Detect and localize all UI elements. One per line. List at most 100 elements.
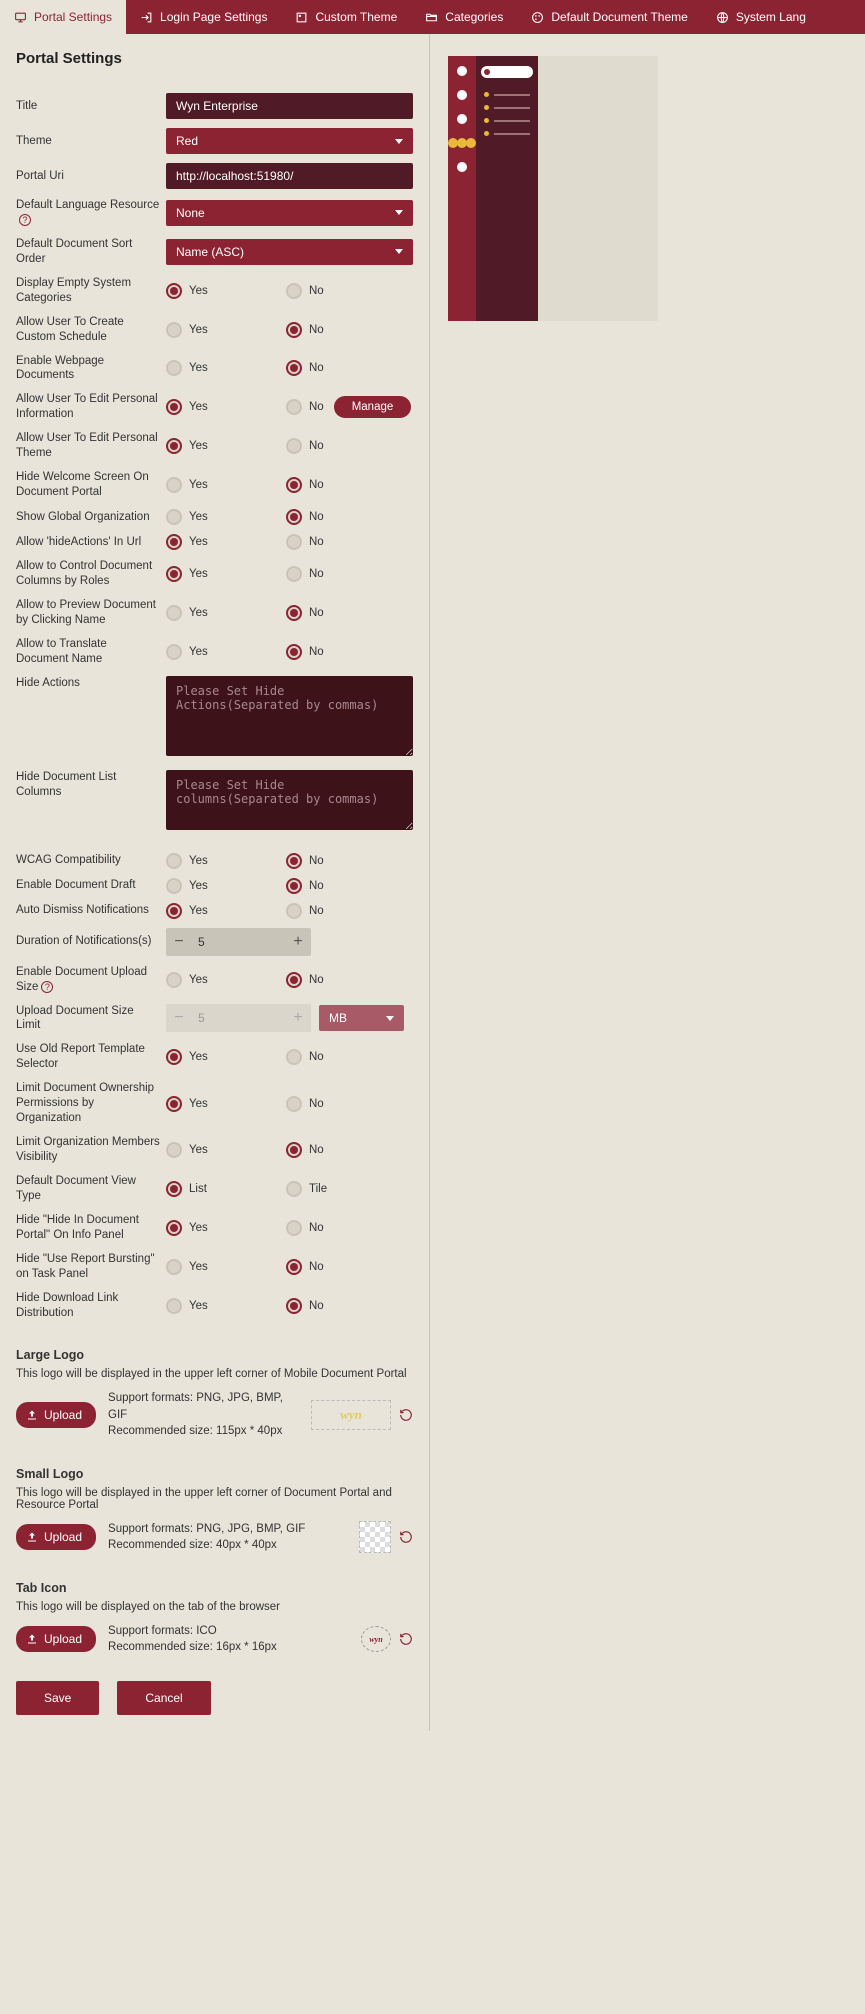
sortorder-select[interactable]: Name (ASC) [166,239,413,265]
radio-viewType-tile[interactable] [286,1181,302,1197]
radio-translate-no[interactable] [286,644,302,660]
radio-webpageDoc-no[interactable] [286,360,302,376]
duration-value: 5 [192,935,285,949]
save-button[interactable]: Save [16,1681,99,1715]
upload-largelogo-button[interactable]: Upload [16,1402,96,1428]
radio-autoDismiss-yes[interactable] [166,903,182,919]
cancel-button[interactable]: Cancel [117,1681,210,1715]
hidecols-textarea[interactable] [166,770,413,830]
title-input[interactable] [166,93,413,119]
radio-limitOwner-no[interactable] [286,1096,302,1112]
radio-globalOrg-no[interactable] [286,509,302,525]
radio-viewType-list[interactable] [166,1181,182,1197]
palette-icon [295,11,308,24]
smalllogo-title: Small Logo [16,1467,413,1481]
radio-previewClick-yes[interactable] [166,605,182,621]
radio-editPersonal-yes[interactable] [166,399,182,415]
radio-globalOrg-yes[interactable] [166,509,182,525]
radio-wcag-yes[interactable] [166,853,182,869]
radio-autoDismiss-no[interactable] [286,903,302,919]
tab-portal-settings[interactable]: Portal Settings [0,0,126,34]
tab-categories[interactable]: Categories [411,0,517,34]
folders-icon [425,11,438,24]
radio-controlCols-no[interactable] [286,566,302,582]
label-title: Title [16,99,166,114]
radio-draft-no[interactable] [286,878,302,894]
label-hidecols: Hide Document List Columns [16,770,166,800]
radio-hideInfo-no[interactable] [286,1220,302,1236]
upload-icon [26,1633,38,1645]
theme-select[interactable]: Red [166,128,413,154]
upload-tabicon-button[interactable]: Upload [16,1626,96,1652]
duration-stepper[interactable]: − 5 + [166,928,311,956]
radio-oldSelector-no[interactable] [286,1049,302,1065]
reset-icon[interactable] [399,1408,413,1422]
radio-hideDownload-no[interactable] [286,1298,302,1314]
radio-hideBursting-yes[interactable] [166,1259,182,1275]
tab-default-document-theme[interactable]: Default Document Theme [517,0,702,34]
radio-uploadsize-no[interactable] [286,972,302,988]
label-draft: Enable Document Draft [16,878,166,893]
upload-icon [26,1409,38,1421]
label-hideDownload: Hide Download Link Distribution [16,1291,166,1321]
tabicon-title: Tab Icon [16,1581,413,1595]
radio-oldSelector-yes[interactable] [166,1049,182,1065]
label-limitOwner: Limit Document Ownership Permissions by … [16,1081,166,1126]
stepper-minus[interactable]: − [166,928,192,956]
label-theme: Theme [16,134,166,149]
uploadlimit-unit-select[interactable]: MB [319,1005,404,1031]
radio-hideActionsUrl-yes[interactable] [166,534,182,550]
reset-icon[interactable] [399,1632,413,1646]
radio-emptyCat-yes[interactable] [166,283,182,299]
tabicon-desc: This logo will be displayed on the tab o… [16,1601,413,1613]
label-translate: Allow to Translate Document Name [16,637,166,667]
radio-customSched-yes[interactable] [166,322,182,338]
radio-hideBursting-no[interactable] [286,1259,302,1275]
radio-editTheme-no[interactable] [286,438,302,454]
paint-icon [531,11,544,24]
radio-hideWelcome-yes[interactable] [166,477,182,493]
chevron-down-icon [395,139,403,144]
stepper-minus: − [166,1004,192,1032]
portaluri-input[interactable] [166,163,413,189]
label-wcag: WCAG Compatibility [16,853,166,868]
radio-translate-yes[interactable] [166,644,182,660]
radio-limitOwner-yes[interactable] [166,1096,182,1112]
radio-editTheme-yes[interactable] [166,438,182,454]
upload-icon [26,1531,38,1543]
radio-editPersonal-no[interactable] [286,399,302,415]
radio-hideWelcome-no[interactable] [286,477,302,493]
radio-hideInfo-yes[interactable] [166,1220,182,1236]
help-icon[interactable]: ? [19,214,31,226]
radio-webpageDoc-yes[interactable] [166,360,182,376]
radio-wcag-no[interactable] [286,853,302,869]
radio-emptyCat-no[interactable] [286,283,302,299]
radio-controlCols-yes[interactable] [166,566,182,582]
tab-custom-theme[interactable]: Custom Theme [281,0,411,34]
defaultlang-select[interactable]: None [166,200,413,226]
help-icon[interactable]: ? [41,981,53,993]
radio-customSched-no[interactable] [286,322,302,338]
stepper-plus[interactable]: + [285,928,311,956]
radio-limitOrgVis-yes[interactable] [166,1142,182,1158]
chevron-down-icon [395,210,403,215]
radio-hideActionsUrl-no[interactable] [286,534,302,550]
upload-smalllogo-button[interactable]: Upload [16,1524,96,1550]
radio-hideDownload-yes[interactable] [166,1298,182,1314]
hideactions-textarea[interactable] [166,676,413,756]
radio-previewClick-no[interactable] [286,605,302,621]
tab-system-lang[interactable]: System Lang [702,0,820,34]
radio-draft-yes[interactable] [166,878,182,894]
label-uploadlimit: Upload Document Size Limit [16,1004,166,1034]
label-editTheme: Allow User To Edit Personal Theme [16,431,166,461]
radio-uploadsize-yes[interactable] [166,972,182,988]
reset-icon[interactable] [399,1530,413,1544]
tab-login-page-settings[interactable]: Login Page Settings [126,0,281,34]
radio-limitOrgVis-no[interactable] [286,1142,302,1158]
uploadlimit-stepper: − 5 + [166,1004,311,1032]
label-hideWelcome: Hide Welcome Screen On Document Portal [16,470,166,500]
tabicon-info: Support formats: ICO Recommended size: 1… [108,1623,277,1655]
manage-button[interactable]: Manage [334,396,412,418]
label-globalOrg: Show Global Organization [16,510,166,525]
label-viewType: Default Document View Type [16,1174,166,1204]
